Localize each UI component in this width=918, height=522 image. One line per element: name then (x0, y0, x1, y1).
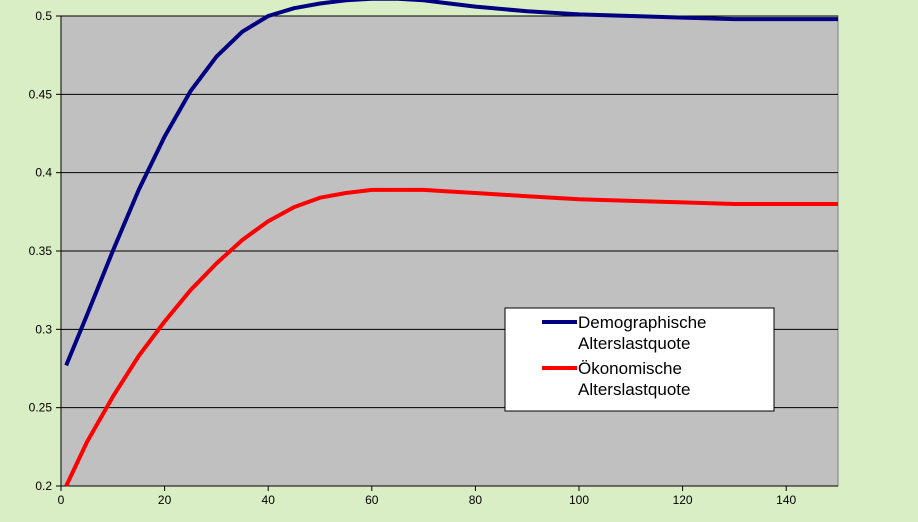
y-tick-label: 0.3 (35, 322, 52, 336)
x-tick-label: 40 (262, 493, 276, 507)
series-lines (64, 0, 838, 487)
x-tick-label: 60 (365, 493, 379, 507)
legend-label-1: Demographische (578, 313, 707, 332)
series-line-2 (64, 187, 838, 487)
legend-label-2: Alterslastquote (578, 380, 690, 399)
legend-box (504, 307, 775, 412)
x-ticks: 0 20 40 60 80 100 120 140 (58, 486, 797, 507)
x-tick-label: 20 (158, 493, 172, 507)
y-ticks: 0.2 0.25 0.3 0.35 0.4 0.45 0.5 (29, 9, 61, 493)
y-tick-label: 0.5 (35, 9, 52, 23)
x-tick-label: 100 (569, 493, 589, 507)
x-tick-label: 80 (469, 493, 483, 507)
x-tick-label: 120 (673, 493, 693, 507)
y-tick-label: 0.45 (29, 87, 53, 101)
x-tick-label: 140 (776, 493, 796, 507)
y-tick-label: 0.35 (29, 244, 53, 258)
legend: Demographische Alterslastquote Ökonomische… (504, 307, 775, 412)
x-tick-label: 0 (58, 493, 65, 507)
y-tick-label: 0.4 (35, 166, 52, 180)
y-tick-label: 0.2 (35, 479, 52, 493)
y-tick-label: 0.25 (29, 401, 53, 415)
legend-label-1: Alterslastquote (578, 334, 690, 353)
series-line-1 (64, 0, 838, 367)
legend-label-2: Ökonomische (578, 359, 682, 378)
